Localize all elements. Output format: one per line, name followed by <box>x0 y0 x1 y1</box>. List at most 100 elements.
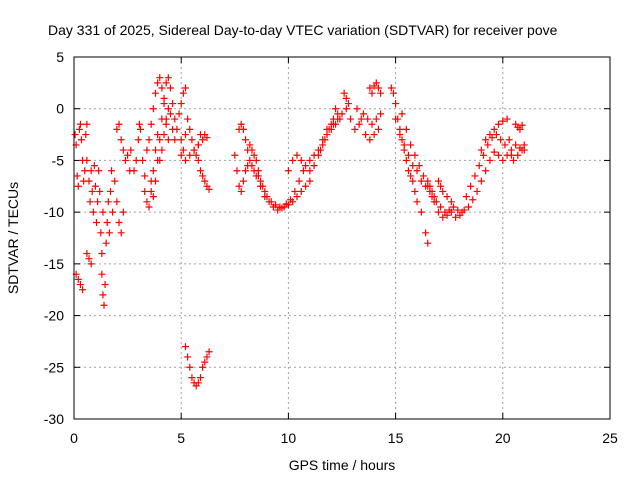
data-point <box>516 125 524 133</box>
plot-frame <box>73 56 611 420</box>
data-point <box>248 162 256 170</box>
data-point <box>366 84 374 92</box>
x-tick-label: 25 <box>602 430 618 446</box>
data-point <box>287 196 295 204</box>
data-point <box>424 239 432 247</box>
y-tick-label: -10 <box>44 204 64 220</box>
data-point <box>342 94 350 102</box>
data-point <box>297 156 305 164</box>
data-point <box>430 193 438 201</box>
data-point <box>254 172 262 180</box>
x-tick-label: 10 <box>281 430 297 446</box>
data-point <box>302 162 310 170</box>
data-point <box>151 177 159 185</box>
data-point <box>83 250 91 258</box>
data-point <box>201 177 209 185</box>
data-point <box>248 146 256 154</box>
data-point <box>445 206 453 214</box>
data-point <box>141 172 149 180</box>
data-point <box>181 343 189 351</box>
data-point <box>160 94 168 102</box>
data-point <box>147 187 155 195</box>
data-point <box>282 200 290 208</box>
data-point <box>449 203 457 211</box>
data-point <box>82 131 90 139</box>
data-point <box>181 84 189 92</box>
data-point <box>100 301 108 309</box>
data-point <box>75 125 83 133</box>
data-point <box>417 208 425 216</box>
data-point <box>415 162 423 170</box>
data-point <box>99 208 107 216</box>
data-point <box>99 291 107 299</box>
y-tick-label: 5 <box>56 49 64 65</box>
y-tick-label: 0 <box>56 101 64 117</box>
data-point <box>95 167 103 175</box>
data-point <box>171 115 179 123</box>
data-point <box>325 125 333 133</box>
data-point <box>411 187 419 195</box>
data-point <box>396 131 404 139</box>
data-point <box>103 218 111 226</box>
data-point <box>317 146 325 154</box>
data-point <box>203 134 211 142</box>
data-point <box>239 177 247 185</box>
data-point <box>497 136 505 144</box>
y-tick-label: -25 <box>44 359 64 375</box>
data-point <box>98 250 106 258</box>
data-point <box>484 141 492 149</box>
data-point <box>252 156 260 164</box>
data-point <box>413 198 421 206</box>
data-point <box>402 156 410 164</box>
data-point <box>199 136 207 144</box>
data-point <box>83 120 91 128</box>
data-point <box>310 162 318 170</box>
data-point <box>105 229 113 237</box>
data-point <box>469 196 477 204</box>
data-point <box>351 125 359 133</box>
data-point <box>108 167 116 175</box>
data-point <box>164 74 172 82</box>
data-point <box>81 167 89 175</box>
data-point <box>203 353 211 361</box>
data-point <box>398 110 406 118</box>
data-point <box>261 193 269 201</box>
data-point <box>242 167 250 175</box>
x-tick-label: 20 <box>495 430 511 446</box>
data-point <box>426 182 434 190</box>
data-point <box>299 167 307 175</box>
data-point <box>398 136 406 144</box>
data-point <box>177 100 185 108</box>
data-point <box>409 162 417 170</box>
data-point <box>205 348 213 356</box>
data-point <box>87 167 95 175</box>
data-point <box>250 151 258 159</box>
data-point <box>246 141 254 149</box>
data-point <box>480 151 488 159</box>
data-point <box>113 198 121 206</box>
data-point <box>417 177 425 185</box>
data-point <box>374 84 382 92</box>
data-point <box>166 84 174 92</box>
data-point <box>306 177 314 185</box>
data-point <box>192 151 200 159</box>
data-point <box>518 121 526 129</box>
data-point <box>179 146 187 154</box>
data-point <box>158 146 166 154</box>
x-tick-label: 5 <box>177 430 185 446</box>
data-point <box>102 239 110 247</box>
data-point <box>111 177 119 185</box>
data-point <box>181 156 189 164</box>
data-point <box>145 136 153 144</box>
data-point <box>188 136 196 144</box>
data-point <box>492 131 500 139</box>
data-point <box>74 182 82 190</box>
data-point <box>370 131 378 139</box>
data-point <box>85 177 93 185</box>
data-point <box>76 281 84 289</box>
data-point <box>135 120 143 128</box>
data-point <box>338 110 346 118</box>
data-point <box>364 115 372 123</box>
x-tick-label: 0 <box>70 430 78 446</box>
data-point <box>73 172 81 180</box>
